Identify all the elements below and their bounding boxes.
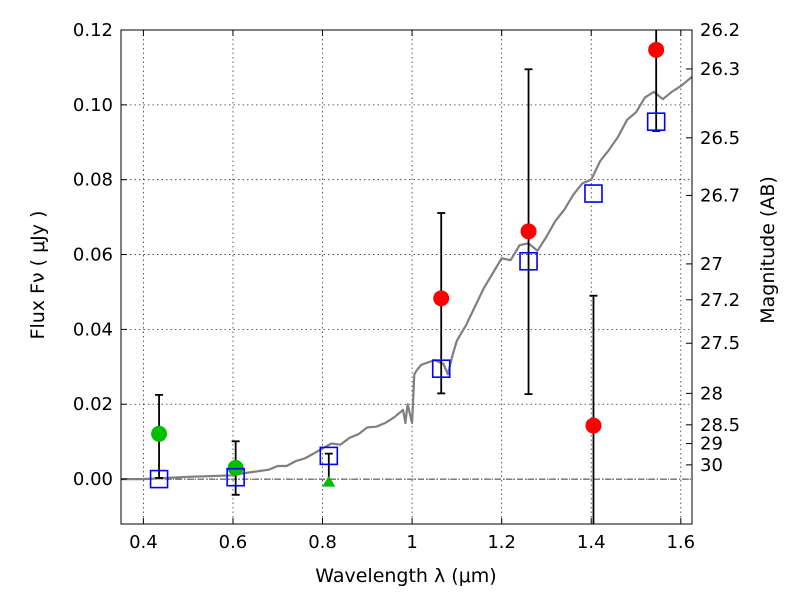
red-circle-point — [433, 290, 450, 307]
y-tick-label: 0.02 — [73, 394, 113, 415]
x-tick-label: 1.4 — [577, 532, 606, 553]
green-circle-point — [227, 459, 244, 476]
y-tick-label: 0.10 — [73, 95, 113, 116]
mag-tick-label: 26.3 — [700, 59, 740, 80]
x-tick-label: 0.8 — [308, 532, 337, 553]
red-circle-point — [520, 223, 537, 240]
y-axis-title: Flux Fν ( μJy ) — [27, 211, 49, 340]
green-triangle-point — [322, 475, 336, 487]
right-axis-title: Magnitude (AB) — [757, 176, 779, 324]
red-circle-point — [648, 41, 665, 58]
mag-tick-label: 26.5 — [700, 128, 740, 149]
mag-tick-label: 27.2 — [700, 290, 740, 311]
plot-frame — [120, 29, 693, 525]
x-tick-label: 0.6 — [219, 532, 248, 553]
blue-square-point — [226, 467, 245, 487]
x-tick-label: 1.6 — [666, 532, 695, 553]
data-points — [149, 41, 666, 489]
mag-tick-label: 27.5 — [700, 333, 740, 354]
error-bars — [155, 30, 661, 524]
mag-tick-label: 30 — [700, 455, 723, 476]
blue-square-point — [431, 359, 451, 378]
y-tick-label: 0.04 — [73, 319, 113, 340]
y-tick-label: 0.00 — [73, 469, 113, 490]
x-axis-title: Wavelength λ (μm) — [315, 565, 496, 587]
blue-square-point — [519, 251, 538, 271]
mag-tick-label: 29 — [700, 434, 723, 455]
x-axis-ticks: 0.4 0.6 0.8 1 1.2 1.4 1.6 — [129, 30, 695, 553]
mag-tick-label: 26.2 — [700, 20, 740, 41]
x-tick-label: 1 — [406, 532, 417, 553]
x-tick-label: 0.4 — [129, 532, 158, 553]
blue-square-point — [584, 184, 603, 203]
gridlines — [121, 29, 692, 524]
y-tick-label: 0.08 — [73, 170, 113, 191]
y-axis-ticks: 0.00 0.02 0.04 0.06 0.08 0.10 0.12 — [73, 20, 127, 490]
blue-square-point — [319, 446, 339, 466]
mag-tick-label: 28 — [700, 383, 723, 404]
mag-tick-label: 27 — [700, 254, 723, 275]
y-tick-label: 0.12 — [73, 20, 113, 41]
y-tick-label: 0.06 — [73, 245, 113, 266]
mag-tick-label: 28.5 — [700, 415, 740, 436]
blue-square-point — [149, 469, 169, 489]
model-spectrum — [121, 75, 693, 481]
x-tick-label: 1.2 — [487, 532, 516, 553]
red-circle-point — [585, 417, 602, 434]
green-circle-point — [151, 425, 168, 442]
blue-square-point — [646, 112, 666, 131]
mag-tick-label: 26.7 — [700, 185, 740, 206]
spectrum-line — [121, 75, 693, 481]
